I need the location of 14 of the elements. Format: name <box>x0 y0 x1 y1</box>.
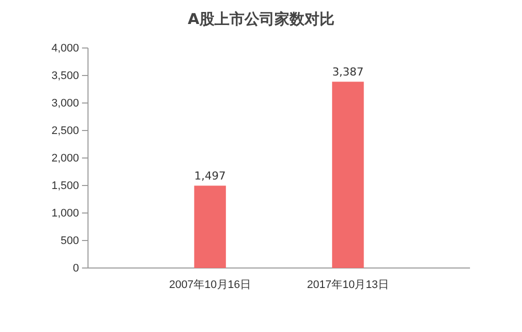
y-tick-label: 1,500 <box>51 180 79 192</box>
x-tick-label: 2017年10月13日 <box>306 278 389 291</box>
data-label: 3,387 <box>332 66 364 79</box>
x-tick-label: 2007年10月16日 <box>169 278 252 291</box>
chart-title: A股上市公司家数对比 <box>188 10 334 28</box>
y-tick-label: 3,000 <box>51 98 79 110</box>
y-tick-label: 2,500 <box>51 125 79 138</box>
data-label: 1,497 <box>194 170 226 183</box>
y-tick-label: 500 <box>60 235 79 248</box>
y-tick-label: 3,500 <box>51 70 79 82</box>
y-tick-label: 4,000 <box>51 42 79 55</box>
y-tick-label: 2,000 <box>51 152 79 165</box>
y-tick-label: 1,000 <box>51 208 79 220</box>
y-tick-label: 0 <box>72 262 79 275</box>
